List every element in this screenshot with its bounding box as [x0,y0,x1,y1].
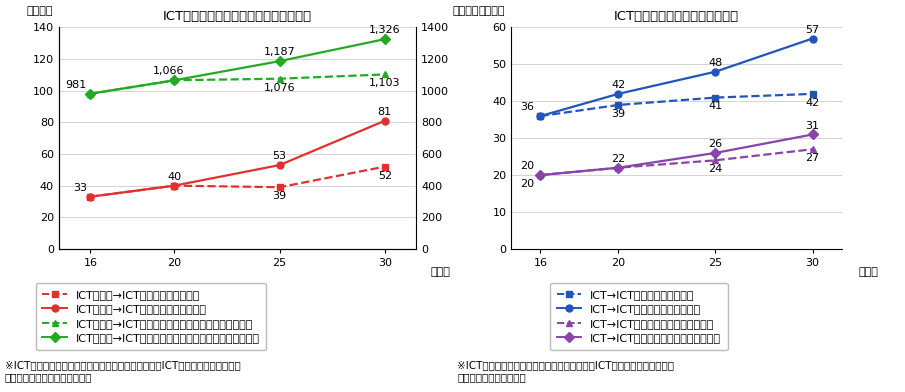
Legend: ICT利活用→ICT（ベースシナリオ）, ICT利活用→ICT（経済成長シナリオ）, ICT利活用→ICT利活用（ベースシナリオ）（右目盛）, ICT利活用→I: ICT利活用→ICT（ベースシナリオ）, ICT利活用→ICT（経済成長シナリオ… [36,283,266,350]
Text: 42: 42 [611,80,625,90]
Text: 52: 52 [377,171,392,181]
Title: ICT利活用産業から生じる経済波及効果: ICT利活用産業から生じる経済波及効果 [163,11,312,24]
Text: 27: 27 [805,153,820,163]
Text: （年）: （年） [431,267,451,277]
Text: 20: 20 [520,162,535,171]
Text: （兆円）: （兆円） [478,6,505,16]
Text: 1,326: 1,326 [369,25,401,35]
Legend: ICT→ICT（ベースシナリオ）, ICT→ICT（経済成長シナリオ）, ICT→ICT利活用（ベースシナリオ）, ICT→ICT利活用（経済成長シナリオ）: ICT→ICT（ベースシナリオ）, ICT→ICT（経済成長シナリオ）, ICT… [550,283,728,350]
Text: 31: 31 [805,121,820,131]
Text: ※ICT利活用産業の最終需要から生じる生産誘発額をICT利活用産業から生じる
　経済波及効果と表記している: ※ICT利活用産業の最終需要から生じる生産誘発額をICT利活用産業から生じる 経… [5,361,240,382]
Text: 36: 36 [520,102,535,113]
Text: 22: 22 [611,154,625,164]
Text: 20: 20 [520,179,535,189]
Text: 57: 57 [805,25,820,35]
Text: 40: 40 [167,172,182,181]
Text: 1,076: 1,076 [263,83,295,93]
Text: （兆円）: （兆円） [26,6,53,16]
Text: 42: 42 [805,98,820,107]
Text: 1,066: 1,066 [152,66,184,76]
Text: （兆円）: （兆円） [452,6,479,16]
Text: 81: 81 [377,107,392,117]
Text: （年）: （年） [858,267,878,277]
Text: 41: 41 [709,101,722,111]
Text: 24: 24 [709,164,722,174]
Text: 26: 26 [709,139,722,149]
Text: 39: 39 [272,191,287,201]
Text: 39: 39 [611,109,625,119]
Title: ICT産業から生じる経済波及効果: ICT産業から生じる経済波及効果 [614,11,739,24]
Text: 981: 981 [65,80,86,90]
Text: 33: 33 [73,183,87,193]
Text: 1,103: 1,103 [369,78,401,88]
Text: 48: 48 [709,58,722,68]
Text: ※ICT産業の最終需要から生じる生産誘発額をICT産業から生じる経済波
　及効果と表記している: ※ICT産業の最終需要から生じる生産誘発額をICT産業から生じる経済波 及効果と… [457,361,674,382]
Text: 1,187: 1,187 [263,47,296,57]
Text: 53: 53 [272,151,287,161]
